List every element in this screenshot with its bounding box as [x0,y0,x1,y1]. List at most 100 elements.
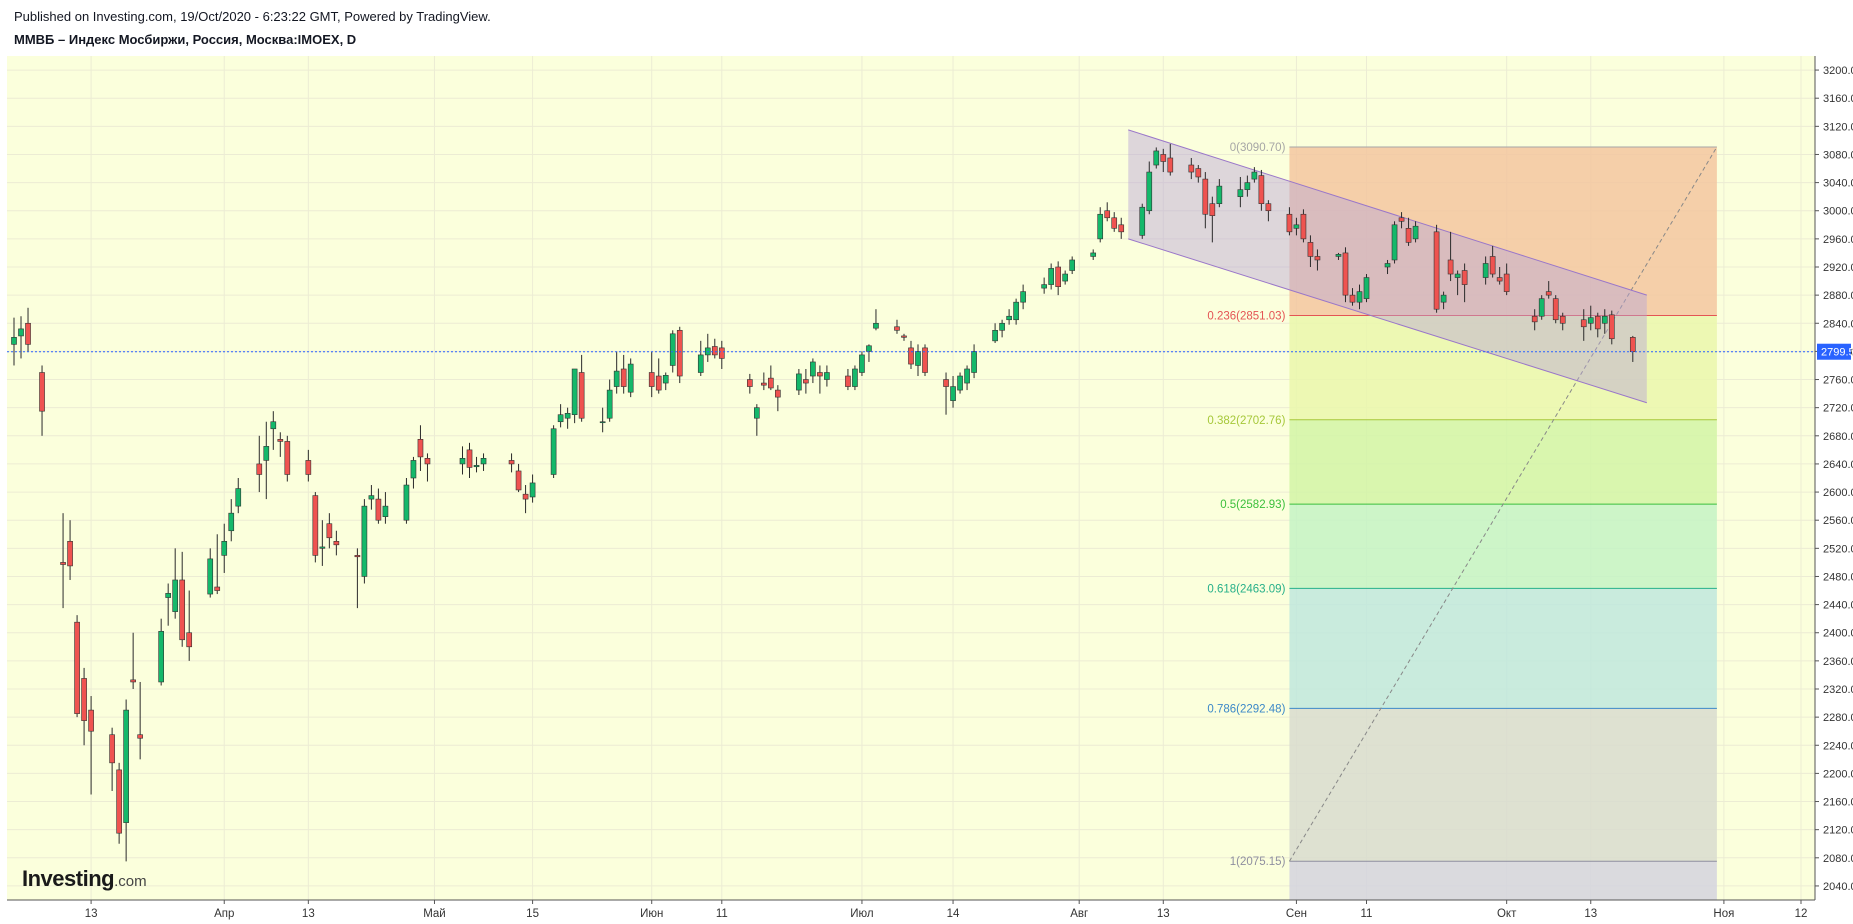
candle-down [424,453,431,482]
candle-up [992,323,998,343]
candle-body [221,540,228,556]
candle-down [1160,148,1167,173]
candle-down [1300,209,1307,243]
candle-up [1440,291,1447,310]
last-price-tag-label: 2799.54 [1821,347,1853,359]
candle-body [18,328,24,337]
candle-body [1188,164,1195,173]
candle-body [803,379,809,384]
candle-body [1153,150,1160,166]
candle-body [1335,254,1342,257]
candle-body [922,347,928,373]
candle-body [1195,168,1202,178]
price-tick-label: 2840.00 [1823,318,1853,330]
price-tick-label: 3160.00 [1823,93,1853,105]
candle-body [1069,259,1076,271]
candle-down [284,435,291,482]
candle-up [662,372,669,391]
candle-body [277,439,284,442]
candle-body [361,505,368,577]
logo-suffix: .com [114,873,147,890]
candle-body [1412,225,1419,240]
candle-body [67,540,73,567]
candle-body [1594,315,1601,330]
price-tick-label: 2120.00 [1823,825,1853,837]
price-axis[interactable]: 2040.00 2080.00 2120.00 2160.00 2200.00 2240.… [1814,0,1853,924]
candle-body [697,354,704,373]
candle-down [67,520,73,580]
candle-down [312,492,319,563]
candle-up [1335,252,1342,260]
candle-body [228,512,235,532]
channel-upper-line[interactable] [1128,129,1647,296]
candle-up [1090,249,1097,260]
candle-up [697,340,704,377]
candle-body [480,458,487,465]
candle-up [1216,179,1223,208]
fib-zone [1289,861,1717,900]
candle-body [1601,315,1608,324]
candle-down [1265,200,1272,222]
candle-body [845,375,851,387]
candle-up [459,446,466,475]
candle-down [1118,217,1125,239]
candle-body [1006,315,1012,321]
candle-down [1608,310,1615,345]
candle-body [718,347,725,359]
candle-up [270,411,277,450]
candle-down [60,513,66,609]
price-tick-label: 2040.00 [1823,881,1853,893]
candle-down [186,590,193,661]
candle-down [81,667,87,746]
candle-down [648,351,655,398]
candle-body [284,441,291,475]
candle-down [130,632,136,689]
candle-down [1188,157,1195,180]
channel-lower-line[interactable] [1128,238,1647,404]
candle-body [648,372,655,387]
candle-body [1363,277,1370,299]
candle-body [1209,203,1216,216]
price-tick-label: 3040.00 [1823,178,1853,190]
candle-body [1482,263,1489,278]
candle-up [859,351,865,377]
price-tick-label: 2440.00 [1823,600,1853,612]
candle-down [1545,281,1552,299]
candle-body [796,373,802,391]
candle-down [1209,196,1216,243]
fib-trend-line[interactable] [1288,146,1718,862]
candle-down [1405,217,1412,246]
candle-body [810,361,816,377]
candle-up [564,407,571,429]
time-tick-label: 13 [1584,908,1597,920]
candle-up [557,404,564,428]
candle-body [1048,268,1054,285]
candle-down [88,696,94,795]
candle-up [571,368,578,424]
candle-body [1314,256,1321,261]
candle-body [1538,298,1545,317]
candle-up [1293,217,1300,236]
candle-body [1104,210,1111,219]
candle-up [319,520,326,566]
candle-body [319,546,326,549]
investing-logo[interactable]: Investing.com [22,866,147,892]
fib-level-label: 0(3090.70) [1230,142,1286,154]
candle-up [957,372,963,394]
candle-body [957,375,963,391]
candle-body [1020,291,1026,303]
candle-up [1062,270,1068,285]
candle-body [186,632,193,648]
fibonacci-retracement[interactable]: 0(3090.70) 0.236(2851.03) 0.382(2702.76) 0.… [1207,142,1718,900]
time-axis[interactable]: 13 Апр 13 Май 15 Июн 11 Июл 14 Авг 13 Сен 11 Окт 13 Ноя… [7,899,1815,920]
candle-down [116,762,122,844]
candle-body [1552,298,1559,321]
time-tick-label: Июн [640,908,663,920]
candle-body [1559,315,1566,324]
candle-body [74,621,80,714]
price-tick-label: 2680.00 [1823,431,1853,443]
candle-up [473,456,480,473]
candle-body [515,470,522,491]
candle-body [564,412,571,419]
